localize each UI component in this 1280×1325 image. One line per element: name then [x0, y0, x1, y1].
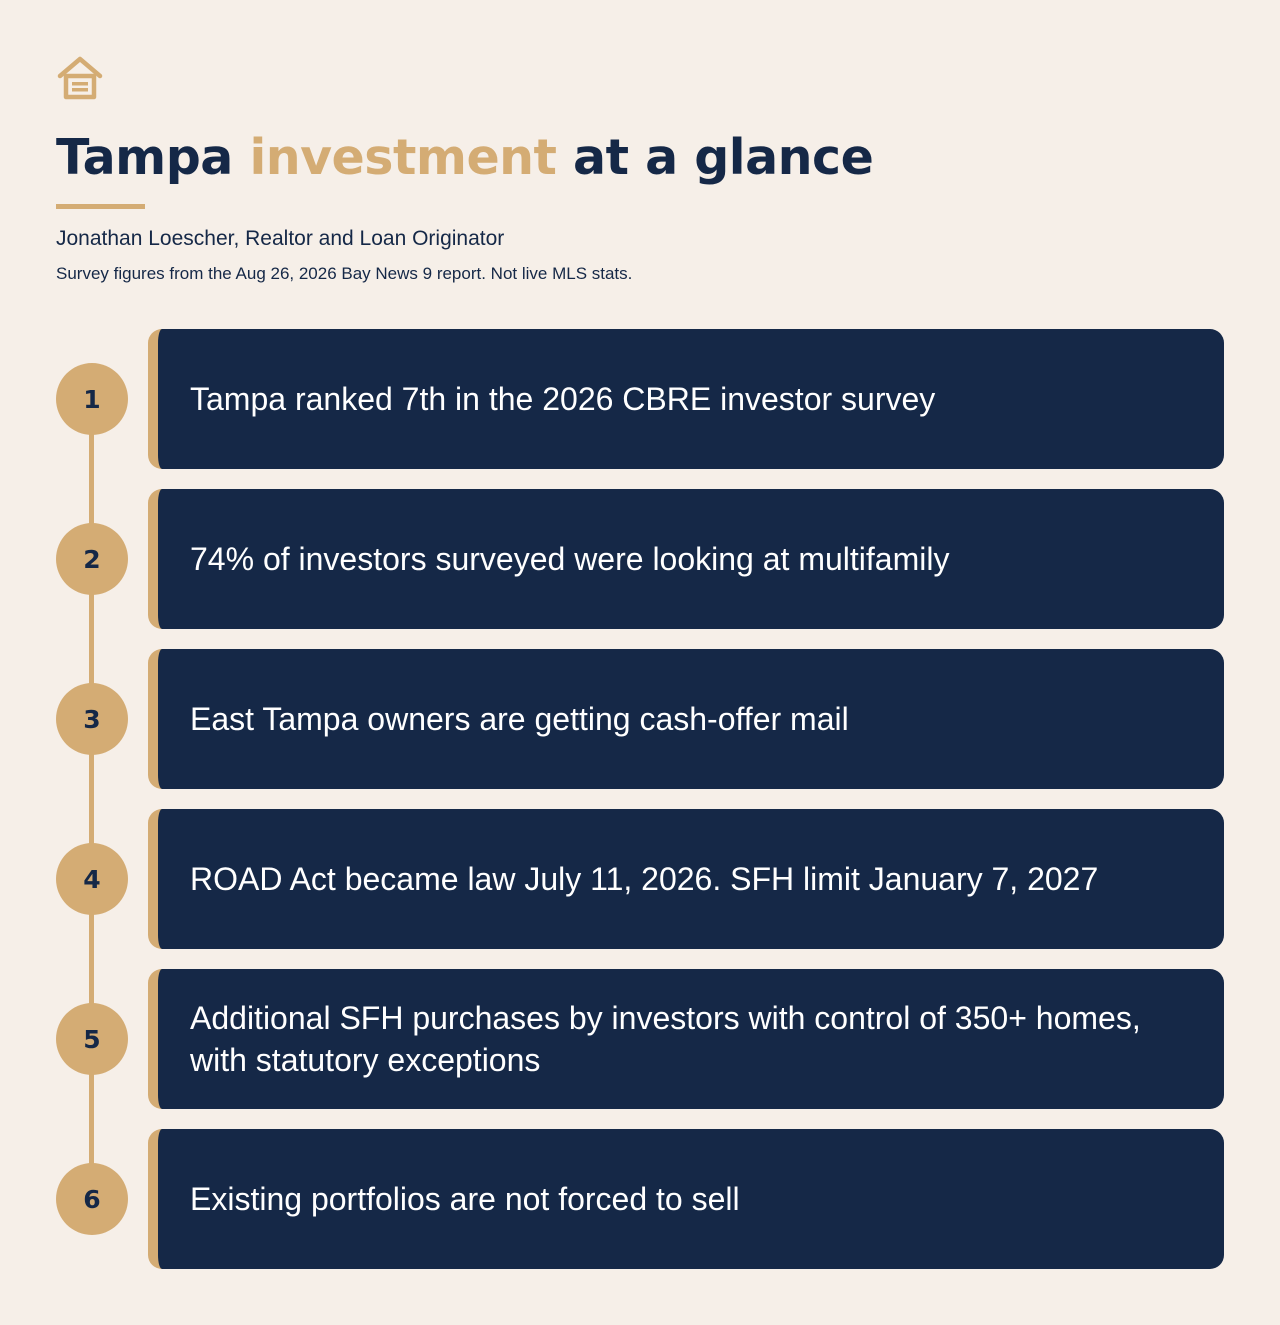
step-number-badge: 6: [56, 1163, 128, 1235]
step-number-badge: 2: [56, 523, 128, 595]
title-part-2: at a glance: [556, 129, 874, 186]
step-number-badge: 1: [56, 363, 128, 435]
fact-text: East Tampa owners are getting cash-offer…: [190, 701, 849, 737]
title-accent: investment: [249, 129, 557, 186]
fact-card: Additional SFH purchases by investors wi…: [148, 969, 1224, 1109]
fact-text: Tampa ranked 7th in the 2026 CBRE invest…: [190, 381, 936, 417]
step-number-badge: 5: [56, 1003, 128, 1075]
house-icon: [57, 56, 103, 100]
source-note: Survey figures from the Aug 26, 2026 Bay…: [56, 264, 633, 283]
fact-card: ROAD Act became law July 11, 2026. SFH l…: [148, 809, 1224, 949]
fact-text: Additional SFH purchases by investors wi…: [190, 1000, 1141, 1078]
fact-card: East Tampa owners are getting cash-offer…: [148, 649, 1224, 789]
fact-text: ROAD Act became law July 11, 2026. SFH l…: [190, 861, 1099, 897]
list-item: 2 74% of investors surveyed were looking…: [0, 489, 1280, 629]
author-line: Jonathan Loescher, Realtor and Loan Orig…: [56, 227, 505, 250]
fact-text: Existing portfolios are not forced to se…: [190, 1181, 740, 1217]
page-title: Tampa investment at a glance: [56, 128, 874, 188]
list-item: 6 Existing portfolios are not forced to …: [0, 1129, 1280, 1269]
fact-card: 74% of investors surveyed were looking a…: [148, 489, 1224, 629]
title-underline: [56, 204, 145, 209]
fact-card: Tampa ranked 7th in the 2026 CBRE invest…: [148, 329, 1224, 469]
list-item: 3 East Tampa owners are getting cash-off…: [0, 649, 1280, 789]
step-number-badge: 3: [56, 683, 128, 755]
list-item: 5 Additional SFH purchases by investors …: [0, 969, 1280, 1109]
list-item: 1 Tampa ranked 7th in the 2026 CBRE inve…: [0, 329, 1280, 469]
fact-card: Existing portfolios are not forced to se…: [148, 1129, 1224, 1269]
timeline-connector: [89, 400, 94, 1200]
list-item: 4 ROAD Act became law July 11, 2026. SFH…: [0, 809, 1280, 949]
fact-text: 74% of investors surveyed were looking a…: [190, 541, 950, 577]
title-part-1: Tampa: [56, 129, 250, 186]
step-number-badge: 4: [56, 843, 128, 915]
